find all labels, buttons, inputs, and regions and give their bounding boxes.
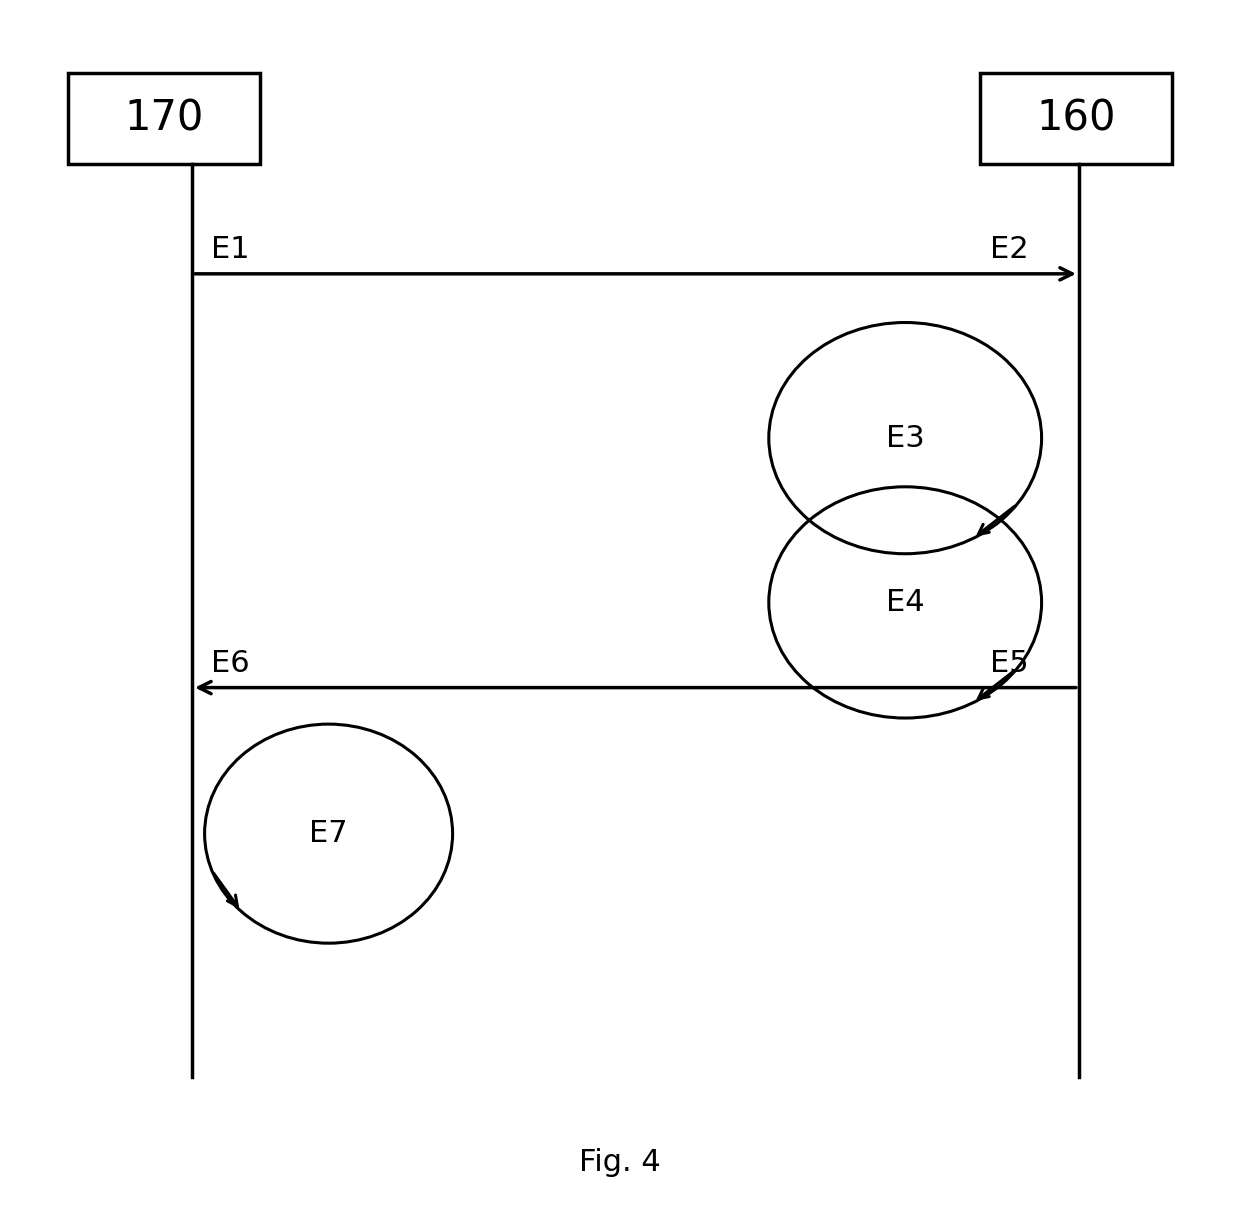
Text: 170: 170: [124, 97, 205, 140]
FancyBboxPatch shape: [980, 73, 1172, 164]
FancyBboxPatch shape: [68, 73, 260, 164]
Text: Fig. 4: Fig. 4: [579, 1148, 661, 1177]
Text: E2: E2: [990, 235, 1028, 264]
Text: E3: E3: [885, 424, 925, 453]
Text: E1: E1: [211, 235, 249, 264]
Text: E4: E4: [885, 588, 925, 617]
Text: E7: E7: [309, 819, 348, 848]
Text: 160: 160: [1035, 97, 1116, 140]
Text: E5: E5: [990, 649, 1028, 678]
Text: E6: E6: [211, 649, 249, 678]
